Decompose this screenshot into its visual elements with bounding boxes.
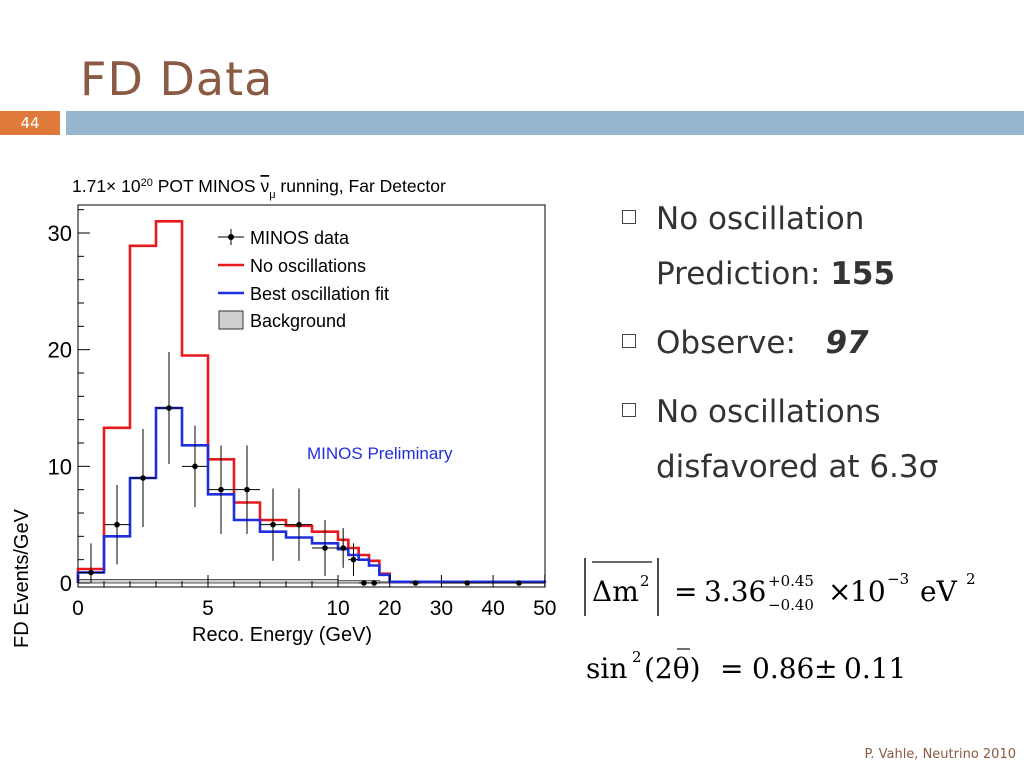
data-point [244, 486, 250, 493]
data-point [371, 580, 377, 586]
svg-text:10: 10 [850, 575, 886, 608]
data-point [218, 486, 224, 493]
delta-m-squared-formula: Δm 2 = 3.36 +0.45 −0.40 × 10 −3 eV 2 [582, 554, 1002, 620]
square-bullet-icon [622, 403, 636, 417]
chart-title: 1.71× 1020 POT MINOS νμ running, Far Det… [72, 176, 446, 201]
x-tick-label: 0 [72, 597, 84, 620]
svg-text:2: 2 [640, 572, 650, 590]
legend-label: Background [250, 311, 346, 331]
x-tick-label: 10 [326, 597, 349, 620]
x-tick-label: 20 [378, 597, 401, 620]
x-tick-label: 30 [430, 597, 453, 620]
chart-svg: 1.71× 1020 POT MINOS νμ running, Far Det… [11, 176, 556, 648]
svg-text:3.36: 3.36 [704, 575, 766, 608]
svg-text:×: × [828, 575, 851, 608]
bullet-item: No oscillations disfavored at 6.3σ [620, 385, 1010, 495]
bullet-value: 97 [825, 325, 869, 361]
bullet-value: 155 [830, 256, 896, 292]
data-point [464, 580, 471, 586]
y-tick-label: 10 [48, 454, 72, 479]
legend-label: No oscillations [250, 256, 366, 276]
fd-energy-chart: 1.71× 1020 POT MINOS νμ running, Far Det… [0, 160, 570, 660]
slide-number: 44 [0, 111, 60, 135]
chart-annotation: MINOS Preliminary [307, 444, 453, 463]
bullet-item: Observe: 97 [620, 316, 1010, 371]
svg-text:sin: sin [586, 652, 627, 685]
bullet-text: No oscillation Prediction: [656, 201, 865, 292]
svg-text:Δm: Δm [592, 575, 639, 608]
svg-text:+0.45: +0.45 [768, 572, 814, 590]
bullet-text: Observe: [656, 325, 826, 361]
header-bar [66, 111, 1024, 135]
svg-text:2: 2 [632, 648, 642, 666]
slide-title: FD Data [80, 52, 274, 106]
bullet-item: No oscillation Prediction: 155 [620, 192, 1010, 302]
svg-text:=: = [674, 575, 697, 608]
data-point [412, 580, 419, 586]
data-point [166, 405, 172, 411]
data-point [270, 521, 276, 528]
sin2-theta-formula: sin 2 (2θ) = 0.86 ± 0.11 [582, 640, 1002, 690]
series-best-fit [76, 406, 547, 584]
x-axis-label: Reco. Energy (GeV) [192, 624, 372, 646]
bullet-text: No oscillations disfavored at 6.3σ [656, 394, 939, 485]
y-tick-label: 30 [48, 221, 72, 246]
y-axis-label: FD Events/GeV [11, 508, 33, 648]
svg-text:=: = [720, 652, 743, 685]
svg-text:−3: −3 [887, 570, 909, 588]
svg-text:0.86: 0.86 [752, 652, 814, 685]
data-point [516, 580, 522, 586]
legend-marker-box [218, 310, 244, 330]
square-bullet-icon [622, 334, 636, 348]
data-point [114, 521, 120, 528]
x-tick-label: 40 [481, 597, 504, 620]
y-tick-label: 20 [48, 338, 72, 363]
data-point [350, 556, 357, 563]
svg-text:−0.40: −0.40 [768, 596, 814, 614]
slide-footer: P. Vahle, Neutrino 2010 [864, 747, 1016, 762]
data-point [340, 545, 346, 551]
svg-text:eV: eV [920, 575, 958, 608]
svg-text:2: 2 [966, 570, 976, 588]
data-point [192, 463, 198, 470]
x-tick-label: 50 [533, 597, 556, 620]
square-bullet-icon [622, 210, 636, 224]
y-tick-label: 0 [60, 571, 72, 596]
legend-label: Best oscillation fit [250, 284, 389, 304]
data-point [140, 475, 146, 481]
bullet-list: No oscillation Prediction: 155 Observe: … [620, 192, 1010, 509]
data-point [322, 545, 328, 551]
svg-text:0.11: 0.11 [844, 652, 906, 685]
legend-marker-data-dot [228, 234, 234, 240]
svg-text:(2θ): (2θ) [644, 652, 701, 685]
svg-text:±: ± [814, 652, 837, 685]
data-point [88, 569, 94, 576]
data-point [296, 521, 302, 528]
legend-label: MINOS data [250, 228, 350, 248]
data-point [361, 580, 367, 586]
x-tick-label: 5 [202, 597, 214, 620]
